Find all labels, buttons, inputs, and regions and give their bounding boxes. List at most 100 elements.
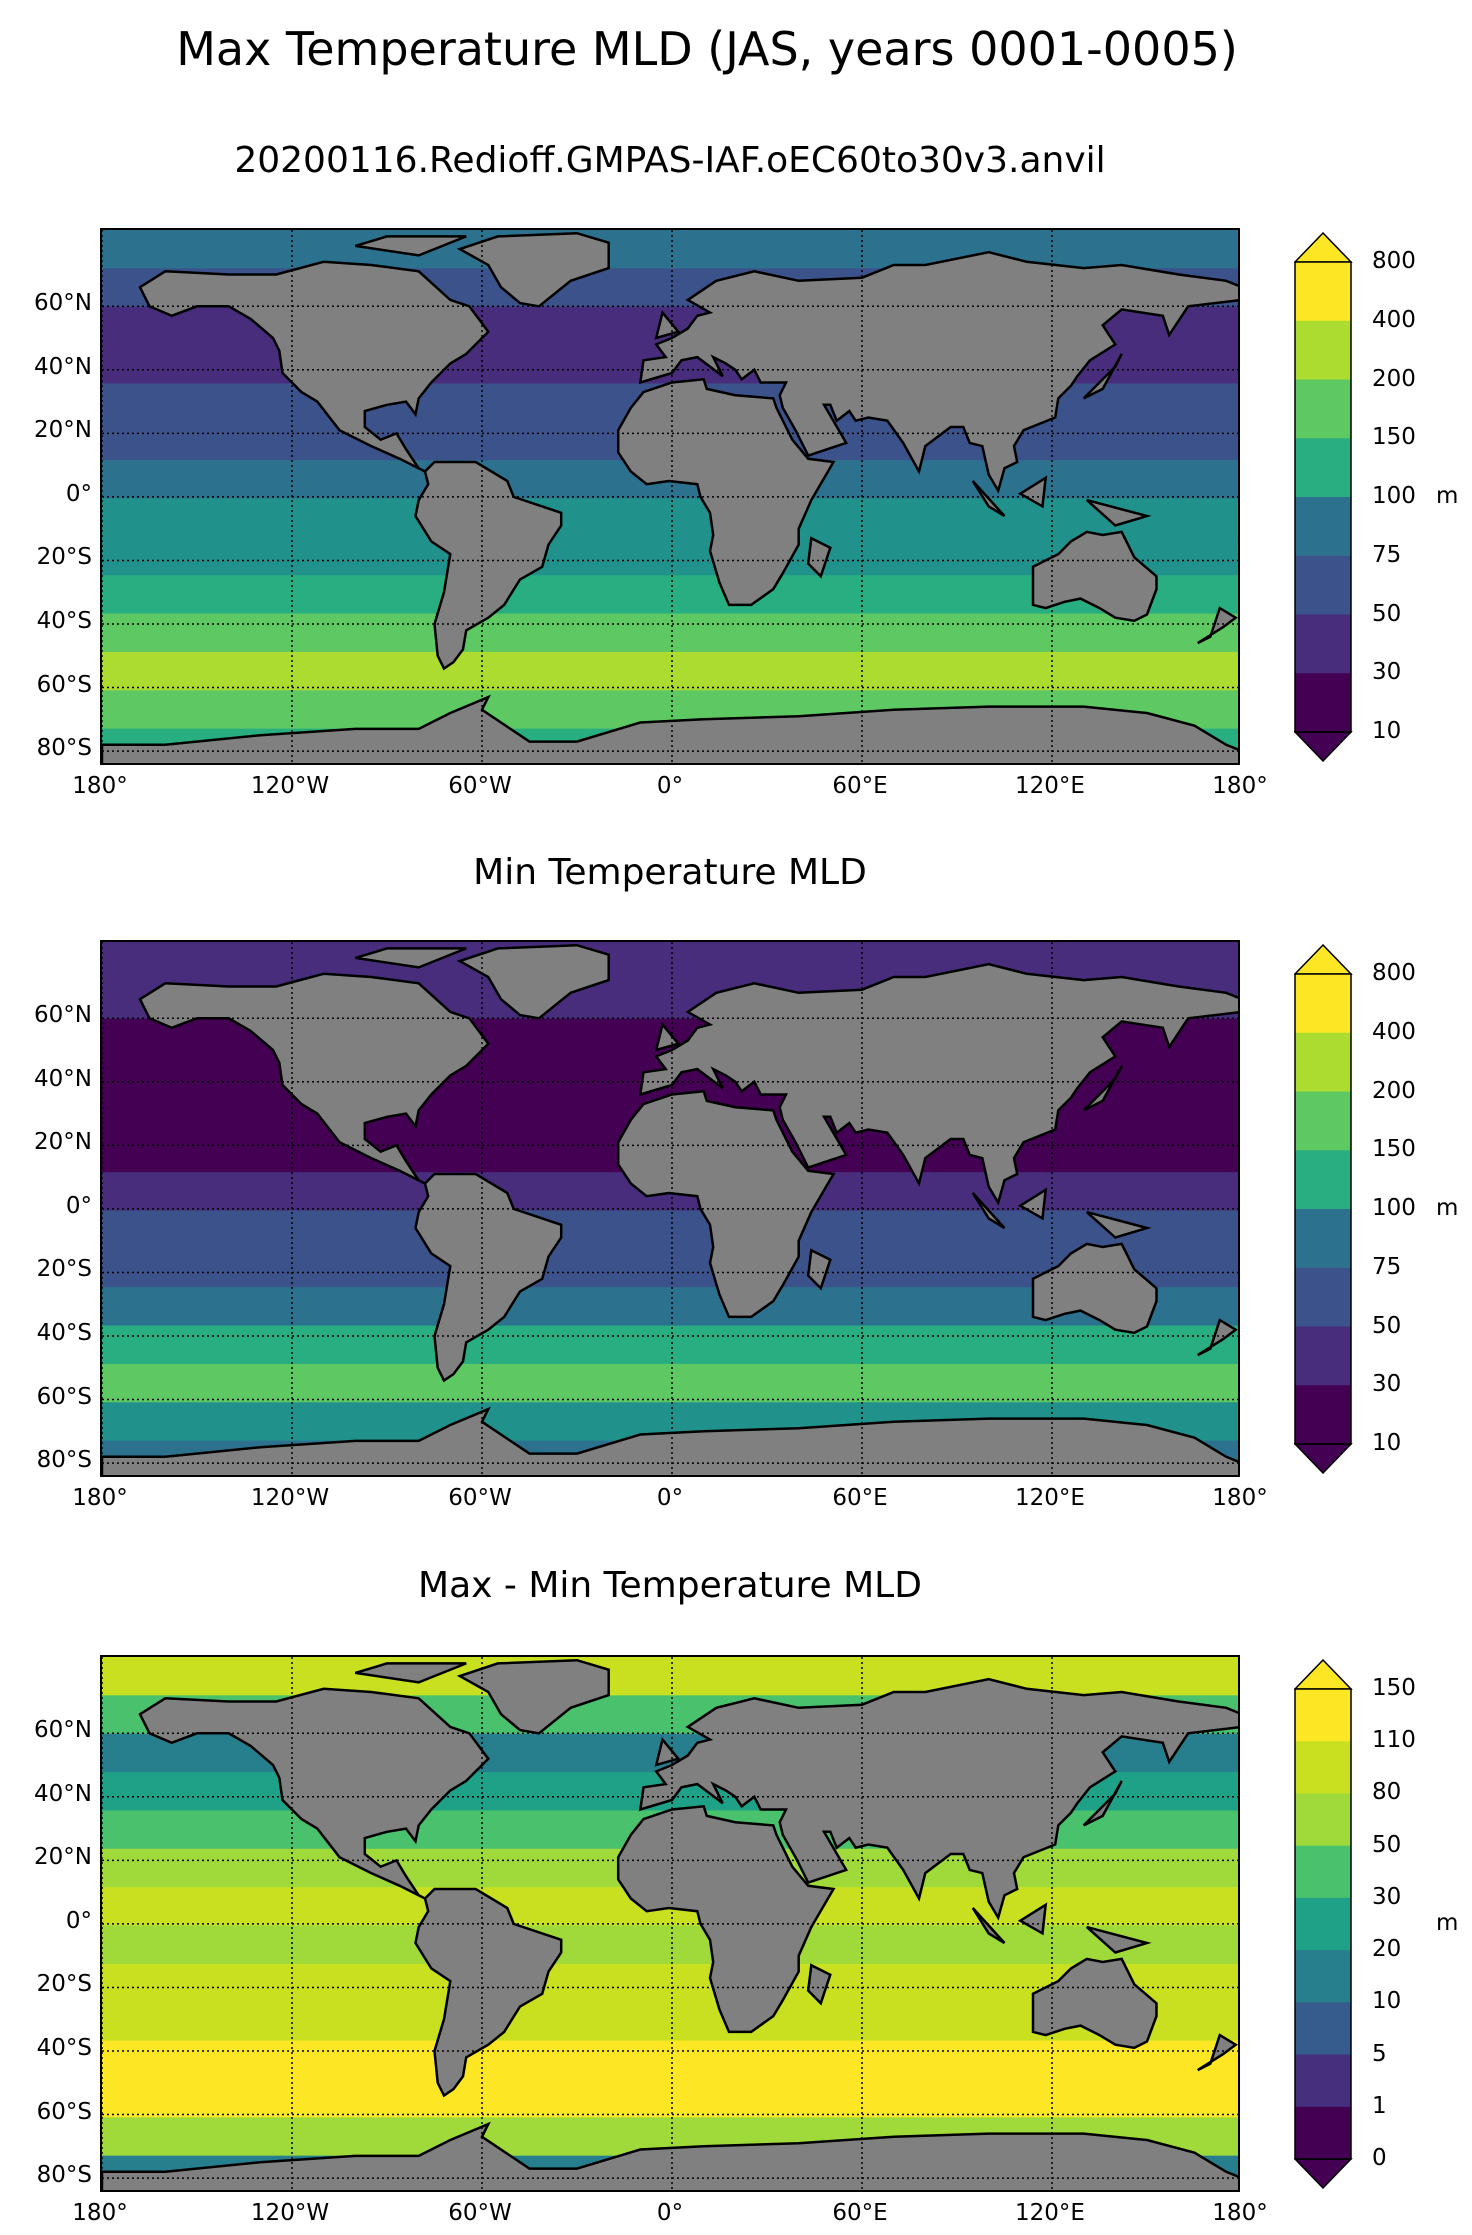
land-polygon [638, 962, 1238, 1206]
colorbar [1294, 232, 1353, 762]
colorbar-tick-label: 75 [1372, 541, 1402, 568]
lat-tick-label: 60°S [36, 2098, 92, 2125]
colorbar-segment [1295, 1032, 1351, 1092]
colorbar-segment [1295, 974, 1351, 1034]
colorbar-tick-label: 50 [1372, 1312, 1402, 1339]
colorbar-extend-max [1294, 1659, 1353, 1690]
lat-tick-label: 40°N [34, 1780, 92, 1807]
colorbar-segment [1295, 2106, 1351, 2160]
colorbar-segment [1295, 438, 1351, 498]
colorbar-segment [1295, 614, 1351, 674]
colorbar-segment [1295, 497, 1351, 557]
land-polygon [1017, 1902, 1048, 1936]
land-polygon [1031, 1242, 1158, 1335]
colorbar-extend-max [1294, 944, 1353, 975]
lon-tick-label: 180° [72, 1485, 128, 1511]
lon-tick-label: 120°E [1015, 1485, 1085, 1511]
colorbar-segment [1295, 2002, 1351, 2056]
lon-tick-label: 180° [1212, 773, 1268, 799]
panel-title: Min Temperature MLD [473, 852, 867, 893]
lon-tick-label: 180° [1212, 1485, 1268, 1511]
colorbar-segment [1295, 1267, 1351, 1327]
lat-tick-label: 60°S [36, 1383, 92, 1410]
colorbar-tick-label: 30 [1372, 1883, 1402, 1910]
colorbar-tick-label: 150 [1372, 1675, 1416, 1701]
lat-tick-label: 40°N [34, 353, 92, 380]
land-polygon [654, 1736, 681, 1767]
lat-tick-label: 60°N [34, 290, 92, 317]
colorbar-segment [1295, 1385, 1351, 1445]
colorbar-tick-label: 800 [1372, 248, 1416, 274]
lat-tick-label: 60°N [34, 1002, 92, 1029]
land-polygon [1085, 1210, 1152, 1239]
lon-tick-label: 60°W [448, 1485, 512, 1511]
land-polygon [1017, 475, 1048, 509]
colorbar-unit-label: m [1436, 483, 1459, 509]
map-panel [100, 228, 1240, 765]
colorbar-tick-label: 10 [1372, 718, 1402, 744]
lat-tick-label: 80°S [36, 735, 92, 762]
colorbar-segment [1295, 2054, 1351, 2108]
lat-tick-label: 40°N [34, 1065, 92, 1092]
colorbar-segment [1295, 1150, 1351, 1210]
land-polygon [806, 1248, 832, 1291]
colorbar-tick-label: 200 [1372, 365, 1416, 392]
land-polygon [1197, 1318, 1238, 1357]
map-panel [100, 940, 1240, 1477]
land-polygon [1085, 498, 1152, 527]
lat-tick-label: 20°S [36, 544, 92, 571]
land-polygon [638, 1677, 1238, 1921]
colorbar-tick-label: 50 [1372, 1831, 1402, 1858]
ocean-band [102, 2040, 1238, 2080]
ocean-band [102, 942, 1238, 982]
map-canvas [102, 942, 1238, 1475]
colorbar-segment [1295, 1897, 1351, 1951]
lat-tick-label: 20°S [36, 1971, 92, 1998]
lat-tick-label: 20°N [34, 1129, 92, 1156]
lat-tick-label: 20°N [34, 1844, 92, 1871]
lat-tick-label: 40°S [36, 2035, 92, 2061]
lon-tick-label: 60°E [832, 2200, 888, 2226]
land-polygon [102, 1406, 1238, 1475]
colorbar-tick-label: 50 [1372, 600, 1402, 627]
land-polygon [354, 1662, 467, 1684]
land-polygon [1082, 1780, 1123, 1827]
land-polygon [102, 2121, 1238, 2190]
land-polygon [1085, 1925, 1152, 1954]
colorbar-segment [1295, 1793, 1351, 1847]
panel-title: 20200116.Redioff.GMPAS-IAF.oEC60to30v3.a… [234, 140, 1106, 181]
lat-tick-label: 40°S [36, 1320, 92, 1346]
colorbar-outline [1294, 973, 1352, 1445]
colorbar-segment [1295, 555, 1351, 615]
lat-tick-label: 0° [65, 1907, 92, 1934]
lon-tick-label: 60°E [832, 1485, 888, 1511]
land-polygon [971, 1192, 1006, 1230]
colorbar-unit-label: m [1436, 1195, 1459, 1221]
map-canvas [102, 1657, 1238, 2190]
colorbar-segment [1295, 1689, 1351, 1742]
colorbar-extend-min [1294, 2158, 1353, 2189]
colorbar-tick-label: 400 [1372, 306, 1416, 333]
colorbar-outline [1294, 261, 1352, 733]
lon-tick-label: 180° [72, 2200, 128, 2226]
lon-tick-label: 120°W [250, 773, 330, 799]
ocean-band [102, 1325, 1238, 1365]
lat-tick-label: 60°S [36, 671, 92, 698]
colorbar-segment [1295, 1091, 1351, 1151]
colorbar-extend-max [1294, 232, 1353, 263]
land-polygon [354, 235, 467, 257]
lat-tick-label: 20°S [36, 1256, 92, 1283]
land-polygon [102, 694, 1238, 763]
lat-tick-label: 80°S [36, 1447, 92, 1474]
colorbar-tick-label: 100 [1372, 1195, 1416, 1221]
land-polygon [638, 250, 1238, 494]
lon-tick-label: 0° [656, 2200, 684, 2226]
land-polygon [354, 947, 467, 969]
colorbar-extend-min [1294, 731, 1353, 762]
lon-tick-label: 120°E [1015, 773, 1085, 799]
land-polygon [1197, 2033, 1238, 2072]
ocean-band [102, 230, 1238, 270]
colorbar-segment [1295, 1209, 1351, 1269]
lon-tick-label: 60°E [832, 773, 888, 799]
colorbar-segment [1295, 1950, 1351, 2003]
